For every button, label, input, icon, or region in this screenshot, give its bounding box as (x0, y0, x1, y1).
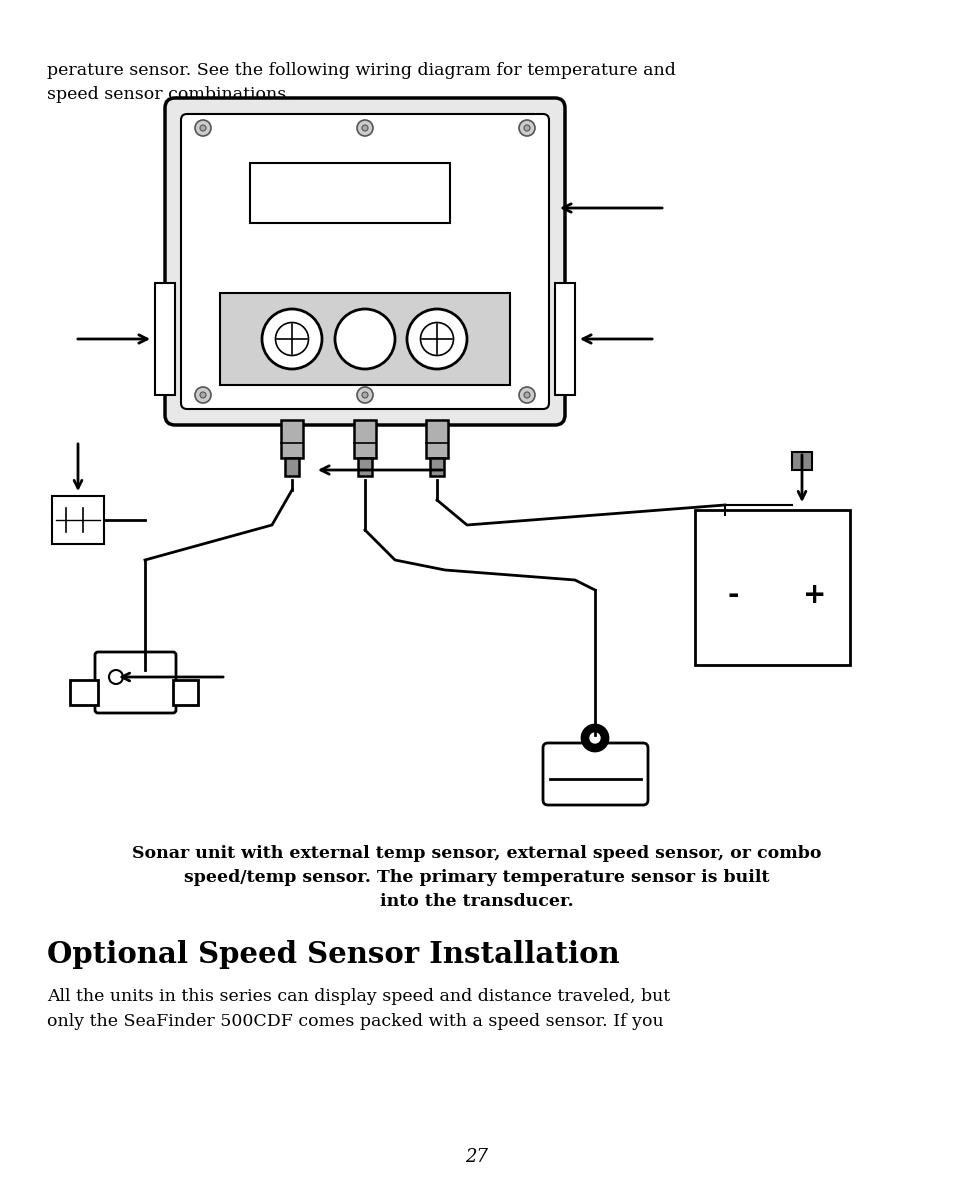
Text: -: - (726, 582, 738, 609)
Circle shape (262, 309, 322, 369)
Text: speed/temp sensor. The primary temperature sensor is built: speed/temp sensor. The primary temperatu… (184, 869, 769, 886)
Bar (154, 283, 174, 394)
Bar (430, 458, 443, 476)
Circle shape (518, 387, 535, 403)
Bar (555, 283, 575, 394)
Circle shape (361, 392, 368, 398)
Circle shape (200, 392, 206, 398)
Text: Optional Speed Sensor Installation: Optional Speed Sensor Installation (47, 940, 619, 969)
Circle shape (194, 387, 211, 403)
FancyBboxPatch shape (95, 652, 175, 713)
Text: All the units in this series can display speed and distance traveled, but: All the units in this series can display… (47, 988, 669, 1005)
Circle shape (581, 725, 607, 751)
Bar (695, 510, 849, 665)
Polygon shape (70, 680, 98, 705)
Bar (791, 452, 811, 470)
FancyBboxPatch shape (181, 114, 548, 409)
Text: only the SeaFinder 500CDF comes packed with a speed sensor. If you: only the SeaFinder 500CDF comes packed w… (47, 1013, 663, 1030)
Text: 27: 27 (465, 1147, 488, 1165)
Circle shape (407, 309, 467, 369)
Circle shape (518, 120, 535, 135)
Circle shape (589, 733, 599, 743)
Circle shape (523, 392, 530, 398)
Text: perature sensor. See the following wiring diagram for temperature and: perature sensor. See the following wirin… (47, 62, 675, 79)
Circle shape (361, 125, 368, 131)
FancyBboxPatch shape (165, 98, 564, 424)
Text: into the transducer.: into the transducer. (380, 893, 573, 910)
Circle shape (194, 120, 211, 135)
Bar (426, 420, 448, 458)
Circle shape (275, 323, 308, 355)
Circle shape (356, 120, 373, 135)
Circle shape (200, 125, 206, 131)
Circle shape (335, 309, 395, 369)
Circle shape (109, 670, 123, 683)
Circle shape (420, 323, 453, 355)
Text: speed sensor combinations.: speed sensor combinations. (47, 86, 292, 103)
FancyBboxPatch shape (542, 743, 647, 805)
Bar (220, 293, 510, 385)
Text: Sonar unit with external temp sensor, external speed sensor, or combo: Sonar unit with external temp sensor, ex… (132, 845, 821, 862)
Bar (281, 420, 303, 458)
Polygon shape (172, 680, 198, 705)
Bar (250, 163, 450, 223)
Text: +: + (802, 582, 826, 609)
Bar (354, 420, 375, 458)
Circle shape (356, 387, 373, 403)
Bar (285, 458, 298, 476)
Bar (52, 496, 104, 544)
Bar (357, 458, 372, 476)
Circle shape (523, 125, 530, 131)
